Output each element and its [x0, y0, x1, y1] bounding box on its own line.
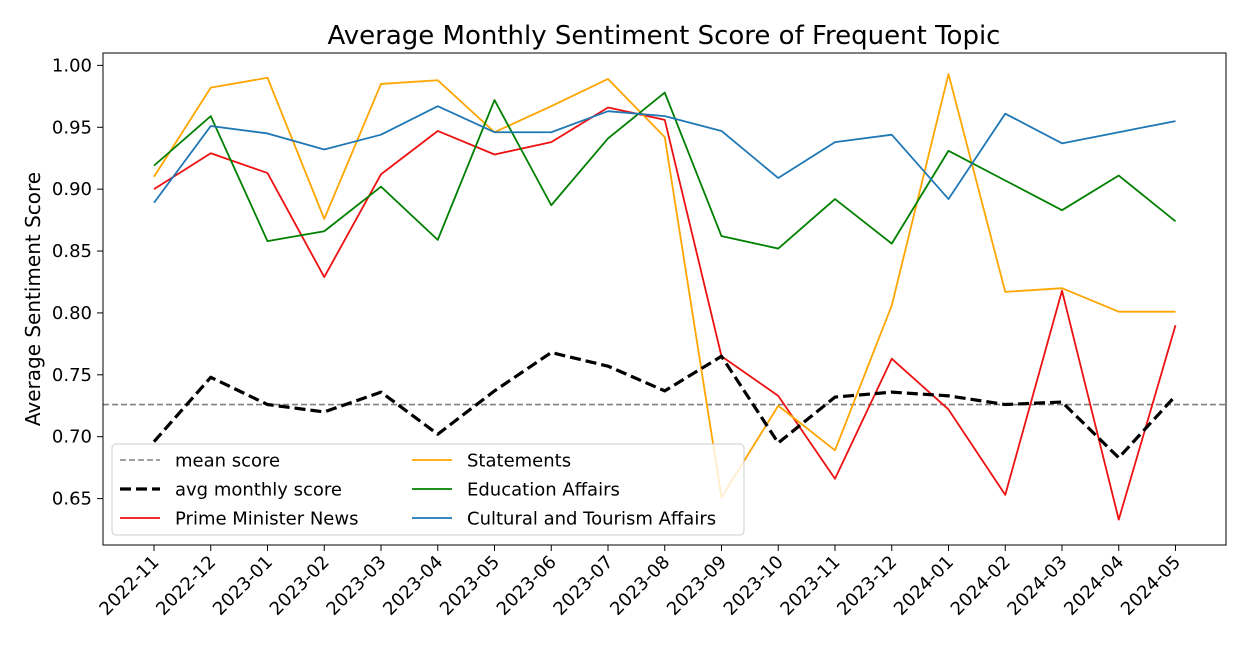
x-tick-label: 2023-10 [720, 552, 788, 620]
y-tick-label: 0.85 [52, 241, 92, 262]
x-tick-label: 2023-04 [379, 552, 447, 620]
legend-label-education-affairs: Education Affairs [467, 480, 620, 501]
legend-label-prime-minister-news: Prime Minister News [175, 509, 358, 530]
chart-title: Average Monthly Sentiment Score of Frequ… [328, 21, 1001, 51]
y-tick-label: 0.90 [52, 179, 92, 200]
series-line-education-affairs [153, 91, 1177, 250]
y-tick-label: 1.00 [52, 55, 92, 76]
x-tick-label: 2023-09 [663, 552, 731, 620]
legend-label-mean-score: mean score [175, 451, 280, 472]
y-tick-label: 0.80 [52, 303, 92, 324]
series-line-statements [153, 73, 1176, 499]
x-tick-label: 2024-01 [890, 552, 958, 620]
x-tick-label: 2023-07 [549, 552, 617, 620]
x-tick-label: 2024-05 [1117, 552, 1185, 620]
y-tick-label: 0.95 [52, 117, 92, 138]
y-tick-label: 0.70 [52, 427, 92, 448]
y-tick-label: 0.75 [52, 365, 92, 386]
legend: mean score avg monthly score Prime Ministe… [111, 443, 745, 536]
series-line-avg-monthly-score [152, 350, 1177, 460]
plot-area [103, 73, 1226, 521]
series-line-cultural-and-tourism-affairs [153, 105, 1176, 204]
series-line-prime-minister-news [153, 106, 1177, 521]
legend-label-statements: Statements [467, 451, 571, 472]
y-axis-label: Average Sentiment Score [21, 172, 45, 426]
x-tick-label: 2022-12 [152, 552, 220, 620]
x-tick-label: 2023-11 [776, 552, 844, 620]
legend-label-avg-monthly-score: avg monthly score [175, 480, 342, 501]
x-tick-label: 2023-06 [493, 552, 561, 620]
x-tick-label: 2023-08 [606, 552, 674, 620]
x-tick-label: 2024-03 [1003, 552, 1071, 620]
x-tick-label: 2024-04 [1060, 552, 1128, 620]
x-tick-label: 2024-02 [947, 552, 1015, 620]
y-tick-label: 0.65 [52, 489, 92, 510]
legend-label-cultural-and-tourism-affairs: Cultural and Tourism Affairs [467, 509, 716, 530]
x-tick-label: 2023-03 [322, 552, 390, 620]
x-tick-label: 2022-11 [95, 552, 163, 620]
x-tick-label: 2023-05 [436, 552, 504, 620]
x-tick-label: 2023-01 [209, 552, 277, 620]
x-tick-label: 2023-02 [266, 552, 334, 620]
x-tick-label: 2023-12 [833, 552, 901, 620]
